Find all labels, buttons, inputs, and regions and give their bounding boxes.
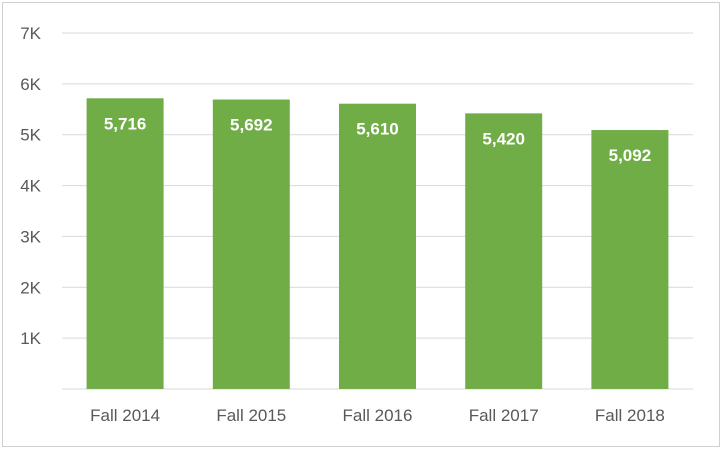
- y-tick-label: 3K: [20, 227, 41, 246]
- category-label: Fall 2014: [90, 406, 160, 425]
- y-tick-label: 5K: [20, 126, 41, 145]
- y-tick-label: 4K: [20, 177, 41, 196]
- y-tick-label: 6K: [20, 75, 41, 94]
- bar: [212, 99, 290, 389]
- category-label: Fall 2017: [469, 406, 539, 425]
- data-label: 5,092: [609, 146, 652, 165]
- bar: [339, 103, 416, 389]
- data-label: 5,420: [482, 129, 525, 148]
- data-label: 5,716: [104, 114, 147, 133]
- category-label: Fall 2015: [216, 406, 286, 425]
- chart-frame: [2, 2, 720, 447]
- bar: [465, 113, 543, 390]
- bar: [591, 130, 669, 389]
- data-label: 5,692: [230, 116, 273, 135]
- bar: [86, 98, 164, 389]
- y-tick-label: 7K: [20, 24, 41, 43]
- y-tick-label: 1K: [20, 329, 41, 348]
- category-label: Fall 2018: [595, 406, 665, 425]
- category-label: Fall 2016: [343, 406, 413, 425]
- data-label: 5,610: [356, 120, 399, 139]
- y-tick-label: 2K: [20, 278, 41, 297]
